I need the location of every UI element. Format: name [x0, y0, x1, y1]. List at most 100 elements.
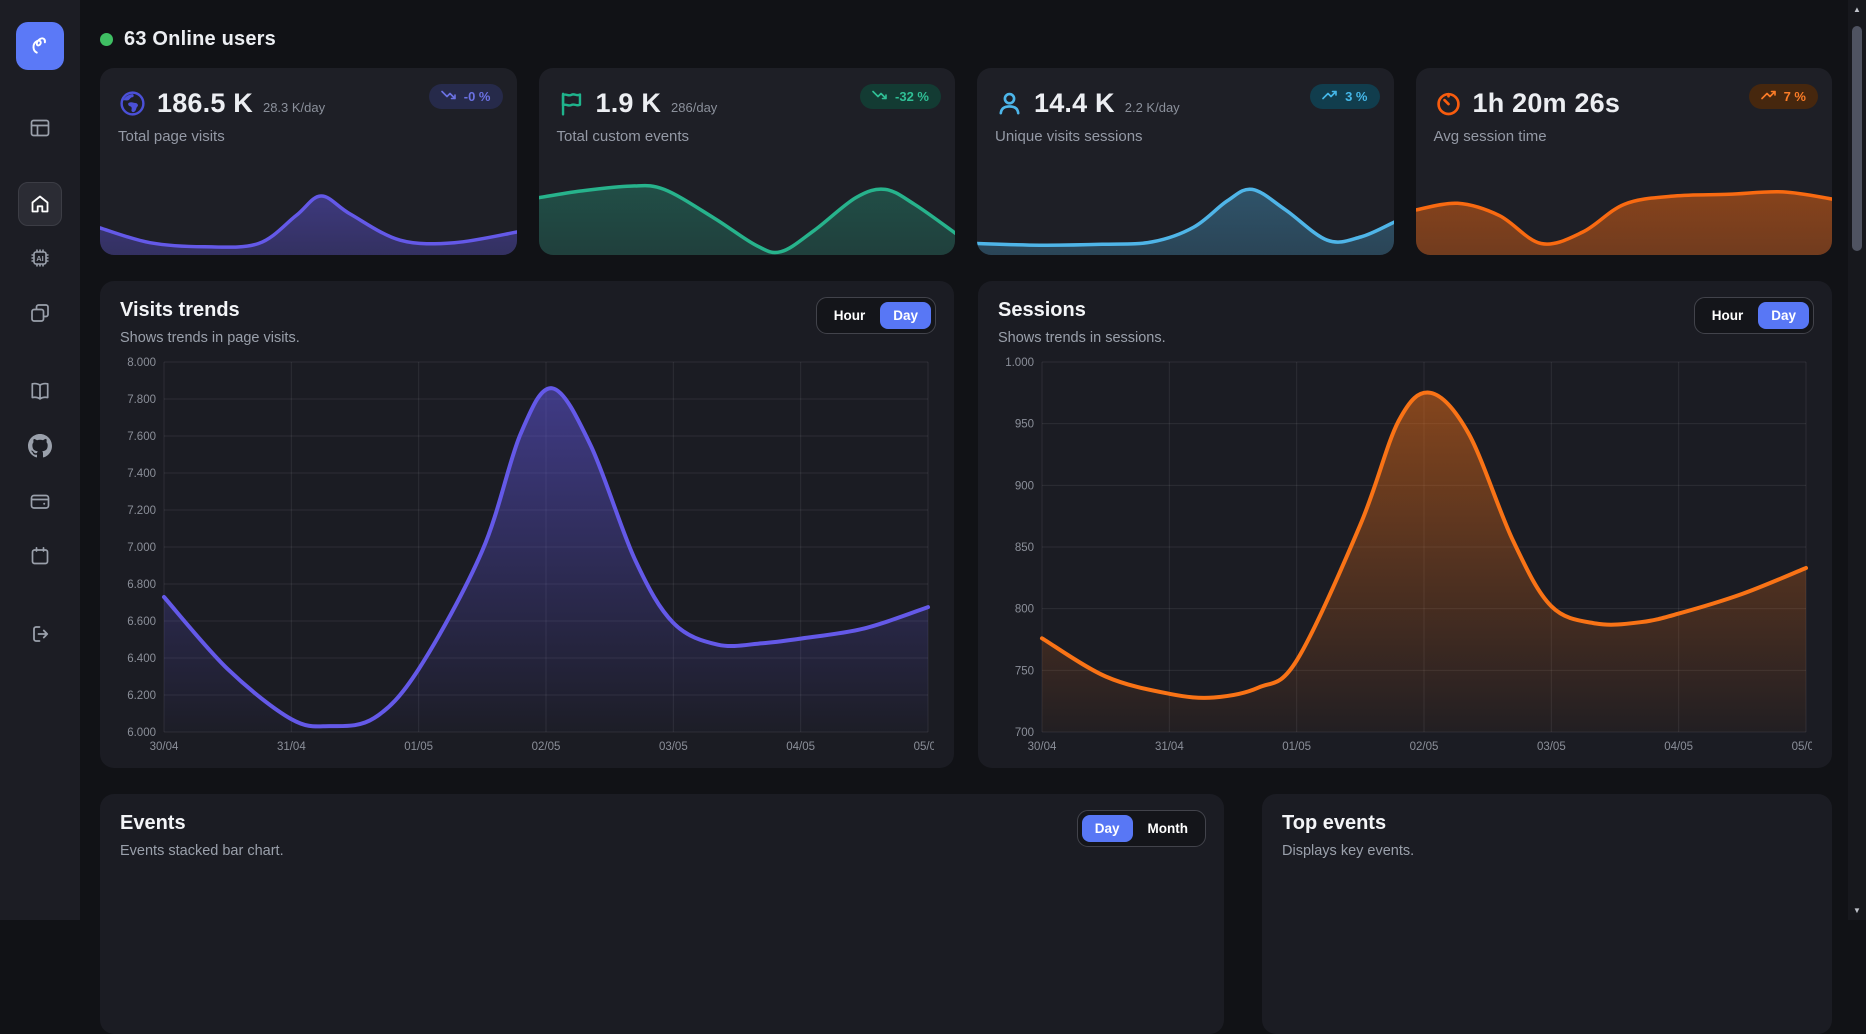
online-users-count: 63 Online users — [124, 27, 276, 50]
stat-value: 186.5 K — [157, 88, 253, 118]
trending-up-icon — [1760, 89, 1777, 104]
svg-text:7.600: 7.600 — [127, 431, 156, 443]
copy-icon — [28, 301, 52, 325]
svg-text:04/05: 04/05 — [786, 741, 815, 753]
avg-session-sparkline — [1415, 170, 1832, 255]
svg-text:6.600: 6.600 — [127, 616, 156, 628]
visits-trends-panel: Visits trends Shows trends in page visit… — [100, 281, 954, 768]
panel-title: Events — [120, 812, 186, 834]
online-status-dot — [100, 32, 113, 46]
trending-up-icon — [1322, 89, 1338, 104]
svg-text:30/04: 30/04 — [150, 741, 179, 753]
trend-badge: -0 % — [428, 84, 503, 109]
ai-chip-icon: AI — [28, 246, 52, 270]
user-icon — [995, 89, 1024, 118]
globe-icon — [118, 89, 147, 118]
stat-per-day: 28.3 K/day — [262, 100, 326, 115]
svg-text:7.200: 7.200 — [127, 505, 156, 517]
sessions-hour-button[interactable]: Hour — [1699, 302, 1757, 329]
svg-text:6.800: 6.800 — [127, 579, 156, 591]
stat-label: Total page visits — [118, 128, 225, 145]
sidebar-item-dashboard[interactable] — [18, 106, 62, 150]
svg-text:6.400: 6.400 — [127, 653, 156, 665]
visits-trends-chart: 30/04 31/04 01/05 02/05 03/05 04/05 05/05 6.000… — [120, 354, 942, 758]
scrollbar-thumb[interactable] — [1852, 26, 1862, 251]
sidebar-item-ai[interactable]: AI — [18, 236, 62, 280]
stat-card-page-visits: 186.5 K 28.3 K/day Total page visits -0 … — [100, 68, 517, 255]
badge-text: 3 % — [1345, 89, 1368, 104]
sessions-interval-toggle: Hour Day — [1693, 297, 1814, 334]
sidebar-item-github[interactable] — [18, 424, 62, 468]
svg-text:700: 700 — [1015, 727, 1034, 739]
page-visits-sparkline — [100, 170, 517, 255]
svg-text:7.400: 7.400 — [127, 468, 156, 480]
svg-text:7.000: 7.000 — [127, 542, 156, 554]
timer-icon — [1434, 89, 1463, 118]
svg-text:31/04: 31/04 — [277, 741, 306, 753]
svg-text:31/04: 31/04 — [1155, 741, 1184, 753]
home-icon — [28, 192, 52, 216]
svg-text:01/05: 01/05 — [404, 741, 433, 753]
svg-text:900: 900 — [1015, 480, 1034, 492]
top-events-panel: Top events Displays key events. — [1262, 794, 1832, 1034]
events-day-button[interactable]: Day — [1081, 815, 1133, 842]
trend-badge: 7 % — [1748, 84, 1818, 109]
panel-subtitle: Shows trends in sessions. — [998, 330, 1166, 346]
stat-value: 1h 20m 26s — [1472, 88, 1621, 118]
svg-text:850: 850 — [1015, 542, 1034, 554]
visits-hour-button[interactable]: Hour — [821, 302, 879, 329]
visits-day-button[interactable]: Day — [880, 302, 931, 329]
stat-per-day: 286/day — [671, 100, 718, 115]
visits-interval-toggle: Hour Day — [815, 297, 936, 334]
page-scrollbar[interactable]: ▲ ▼ — [1848, 0, 1866, 920]
stat-card-custom-events: 1.9 K 286/day Total custom events -32 % — [538, 68, 955, 255]
scrollbar-up-arrow[interactable]: ▲ — [1853, 5, 1861, 14]
stat-card-avg-session: 1h 20m 26s Avg session time 7 % — [1415, 68, 1832, 255]
svg-text:6.200: 6.200 — [127, 690, 156, 702]
sidebar-item-logout[interactable] — [18, 612, 62, 656]
scrollbar-down-arrow[interactable]: ▼ — [1853, 906, 1861, 915]
github-icon — [28, 434, 52, 458]
svg-text:02/05: 02/05 — [1410, 741, 1439, 753]
stat-value: 14.4 K — [1034, 88, 1115, 118]
badge-text: -32 % — [895, 89, 929, 104]
panel-subtitle: Shows trends in page visits. — [120, 330, 300, 346]
events-month-button[interactable]: Month — [1135, 815, 1201, 842]
stat-label: Unique visits sessions — [995, 128, 1143, 145]
badge-text: -0 % — [463, 89, 491, 104]
sidebar: AI — [0, 0, 80, 920]
panel-title: Top events — [1282, 812, 1387, 834]
panel-subtitle: Displays key events. — [1282, 843, 1415, 859]
sidebar-item-docs[interactable] — [18, 369, 62, 413]
calendar-icon — [28, 544, 52, 568]
badge-text: 7 % — [1783, 89, 1806, 104]
wallet-icon — [28, 489, 52, 513]
svg-text:02/05: 02/05 — [532, 741, 561, 753]
stat-card-unique-sessions: 14.4 K 2.2 K/day Unique visits sessions … — [977, 68, 1394, 255]
charts-row: Visits trends Shows trends in page visit… — [100, 281, 1832, 768]
events-interval-toggle: Day Month — [1076, 810, 1206, 847]
trend-badge: -32 % — [860, 84, 941, 109]
svg-text:7.800: 7.800 — [127, 394, 156, 406]
sessions-day-button[interactable]: Day — [1758, 302, 1809, 329]
svg-text:04/05: 04/05 — [1664, 741, 1693, 753]
panel-title: Visits trends — [120, 299, 240, 321]
panel-subtitle: Events stacked bar chart. — [120, 843, 284, 859]
wave-logo-icon — [27, 32, 53, 61]
logout-icon — [28, 622, 52, 646]
trending-down-icon — [440, 89, 457, 104]
events-panel: Events Events stacked bar chart. Day Mon… — [100, 794, 1224, 1034]
layout-icon — [28, 116, 52, 140]
sessions-panel: Sessions Shows trends in sessions. Hour … — [978, 281, 1832, 768]
stat-value: 1.9 K — [595, 88, 662, 118]
app-logo-button[interactable] — [16, 22, 64, 70]
svg-text:1.000: 1.000 — [1005, 357, 1034, 369]
sidebar-item-pages[interactable] — [18, 291, 62, 335]
sidebar-item-home[interactable] — [18, 182, 62, 226]
sidebar-item-billing[interactable] — [18, 479, 62, 523]
stat-per-day: 2.2 K/day — [1124, 100, 1180, 115]
svg-text:05/05: 05/05 — [914, 741, 934, 753]
sidebar-item-calendar[interactable] — [18, 534, 62, 578]
svg-text:01/05: 01/05 — [1282, 741, 1311, 753]
book-icon — [28, 379, 52, 403]
